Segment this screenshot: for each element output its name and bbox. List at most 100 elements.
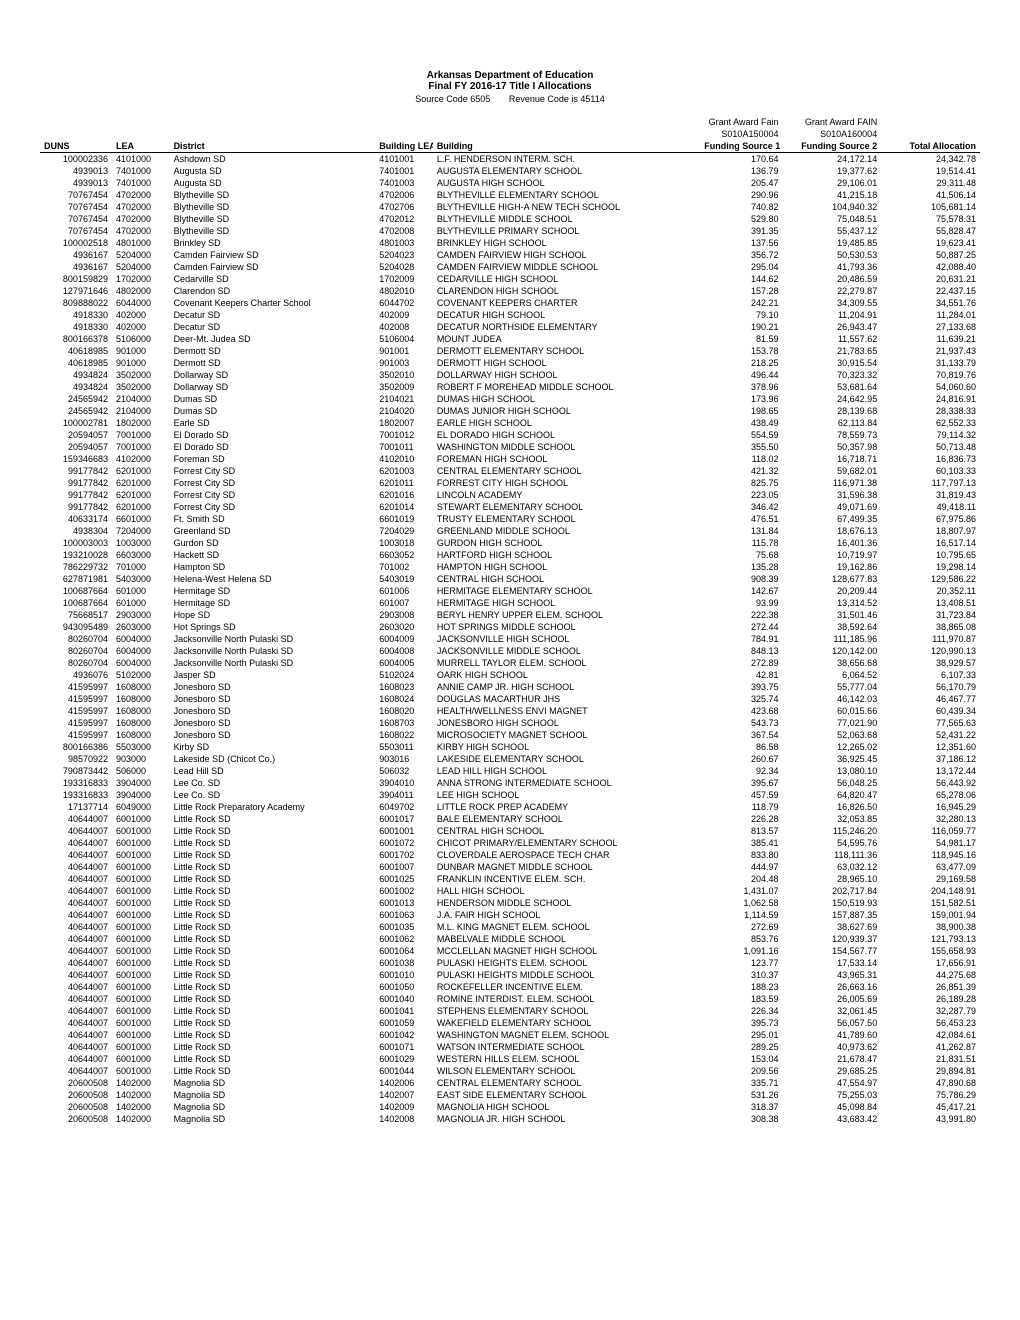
table-row: 8001598291702000Cedarville SD1702009CEDA… xyxy=(40,273,980,285)
table-cell: 2603000 xyxy=(112,621,170,633)
table-cell: 6004008 xyxy=(375,645,433,657)
table-cell: 4938304 xyxy=(40,525,112,537)
table-cell: Magnolia SD xyxy=(170,1077,376,1089)
table-cell: 40644007 xyxy=(40,933,112,945)
table-row: 9430954892603000Hot Springs SD2603020HOT… xyxy=(40,621,980,633)
table-cell: 28,139.68 xyxy=(782,405,881,417)
table-cell: 53,681.64 xyxy=(782,381,881,393)
table-cell: 6001000 xyxy=(112,861,170,873)
table-cell: WASHINGTON MAGNET ELEM. SCHOOL xyxy=(433,1029,700,1041)
table-cell: 24,816.91 xyxy=(881,393,980,405)
table-cell: 2104020 xyxy=(375,405,433,417)
table-cell: 20594057 xyxy=(40,429,112,441)
table-cell: 6001029 xyxy=(375,1053,433,1065)
table-cell: 13,172.44 xyxy=(881,765,980,777)
table-cell: BLYTHEVILLE MIDDLE SCHOOL xyxy=(433,213,700,225)
table-cell: 6001000 xyxy=(112,969,170,981)
table-cell: 40644007 xyxy=(40,873,112,885)
table-cell: 6001017 xyxy=(375,813,433,825)
table-row: 1932100286603000Hackett SD6603052HARTFOR… xyxy=(40,549,980,561)
table-cell: Clarendon SD xyxy=(170,285,376,297)
table-cell: 54,981.17 xyxy=(881,837,980,849)
table-row: 1933168333904000Lee Co. SD3904011LEE HIG… xyxy=(40,789,980,801)
revenue-code: Revenue Code is 45114 xyxy=(509,94,605,104)
table-cell: Covenant Keepers Charter School xyxy=(170,297,376,309)
table-row: 206005081402000Magnolia SD1402009MAGNOLI… xyxy=(40,1101,980,1113)
table-cell: 4702000 xyxy=(112,213,170,225)
table-cell: 50,887.25 xyxy=(881,249,980,261)
table-cell: CENTRAL HIGH SCHOOL xyxy=(433,573,700,585)
table-cell: 10,719.97 xyxy=(782,549,881,561)
table-cell: 6049000 xyxy=(112,801,170,813)
table-cell: 38,865.08 xyxy=(881,621,980,633)
table-cell: 65,278.06 xyxy=(881,789,980,801)
table-cell: 7001000 xyxy=(112,441,170,453)
table-cell: Little Rock SD xyxy=(170,861,376,873)
table-cell: WILSON ELEMENTARY SCHOOL xyxy=(433,1065,700,1077)
table-cell: 154,567.77 xyxy=(782,945,881,957)
table-cell: 41595997 xyxy=(40,693,112,705)
table-cell: 54,595.76 xyxy=(782,837,881,849)
table-cell: Little Rock SD xyxy=(170,969,376,981)
table-cell: 17137714 xyxy=(40,801,112,813)
table-cell: Ashdown SD xyxy=(170,153,376,166)
table-cell: 6001000 xyxy=(112,981,170,993)
table-row: 206005081402000Magnolia SD1402007EAST SI… xyxy=(40,1089,980,1101)
table-cell: ROMINE INTERDIST. ELEM. SCHOOL xyxy=(433,993,700,1005)
table-cell: 111,970.87 xyxy=(881,633,980,645)
table-cell: MAGNOLIA JR. HIGH SCHOOL xyxy=(433,1113,700,1125)
table-cell: 325.74 xyxy=(700,693,782,705)
table-row: 49361675204000Camden Fairview SD5204023C… xyxy=(40,249,980,261)
table-cell: 784.91 xyxy=(700,633,782,645)
table-cell: MURRELL TAYLOR ELEM. SCHOOL xyxy=(433,657,700,669)
table-cell: HARTFORD HIGH SCHOOL xyxy=(433,549,700,561)
table-cell: 21,783.65 xyxy=(782,345,881,357)
table-row: 171377146049000Little Rock Preparatory A… xyxy=(40,801,980,813)
table-cell: 55,828.47 xyxy=(881,225,980,237)
table-cell: 4702008 xyxy=(375,225,433,237)
table-cell: 40644007 xyxy=(40,909,112,921)
table-cell: 6049702 xyxy=(375,801,433,813)
table-cell: 32,280.13 xyxy=(881,813,980,825)
table-cell: 28,338.33 xyxy=(881,405,980,417)
table-cell: 153.78 xyxy=(700,345,782,357)
table-cell: 31,596.38 xyxy=(782,489,881,501)
table-cell: BRINKLEY HIGH SCHOOL xyxy=(433,237,700,249)
table-cell: 901001 xyxy=(375,345,433,357)
table-cell: MAGNOLIA HIGH SCHOOL xyxy=(433,1101,700,1113)
table-cell: 118,945.16 xyxy=(881,849,980,861)
table-cell: 26,943.47 xyxy=(782,321,881,333)
table-cell: Brinkley SD xyxy=(170,237,376,249)
table-cell: 4802010 xyxy=(375,285,433,297)
table-cell: 5403019 xyxy=(375,573,433,585)
table-cell: 1,062.58 xyxy=(700,897,782,909)
table-cell: 6001000 xyxy=(112,1029,170,1041)
table-cell: 1608020 xyxy=(375,705,433,717)
table-cell: 144.62 xyxy=(700,273,782,285)
table-cell: 825.75 xyxy=(700,477,782,489)
table-cell: 7001000 xyxy=(112,429,170,441)
table-cell: 105,681.14 xyxy=(881,201,980,213)
table-row: 707674544702000Blytheville SD4702008BLYT… xyxy=(40,225,980,237)
table-cell: 318.37 xyxy=(700,1101,782,1113)
table-cell: 204.48 xyxy=(700,873,782,885)
table-cell: 554.59 xyxy=(700,429,782,441)
table-cell: 391.35 xyxy=(700,225,782,237)
table-cell: 701000 xyxy=(112,561,170,573)
table-cell: 1608000 xyxy=(112,693,170,705)
table-cell: 36,925.45 xyxy=(782,753,881,765)
table-cell: 118.02 xyxy=(700,453,782,465)
table-cell: 1,431.07 xyxy=(700,885,782,897)
table-cell: DOLLARWAY HIGH SCHOOL xyxy=(433,369,700,381)
table-cell: 159346683 xyxy=(40,453,112,465)
grant-fain-2: Grant Award FAIN xyxy=(782,116,881,128)
table-cell: FORREST CITY HIGH SCHOOL xyxy=(433,477,700,489)
table-cell: GREENLAND MIDDLE SCHOOL xyxy=(433,525,700,537)
table-row: 406440076001000Little Rock SD6001071WATS… xyxy=(40,1041,980,1053)
table-cell: CENTRAL HIGH SCHOOL xyxy=(433,825,700,837)
table-cell: 4101000 xyxy=(112,153,170,166)
table-cell: CHICOT PRIMARY/ELEMENTARY SCHOOL xyxy=(433,837,700,849)
table-row: 406440076001000Little Rock SD6001050ROCK… xyxy=(40,981,980,993)
table-cell: 6044000 xyxy=(112,297,170,309)
table-cell: J.A. FAIR HIGH SCHOOL xyxy=(433,909,700,921)
